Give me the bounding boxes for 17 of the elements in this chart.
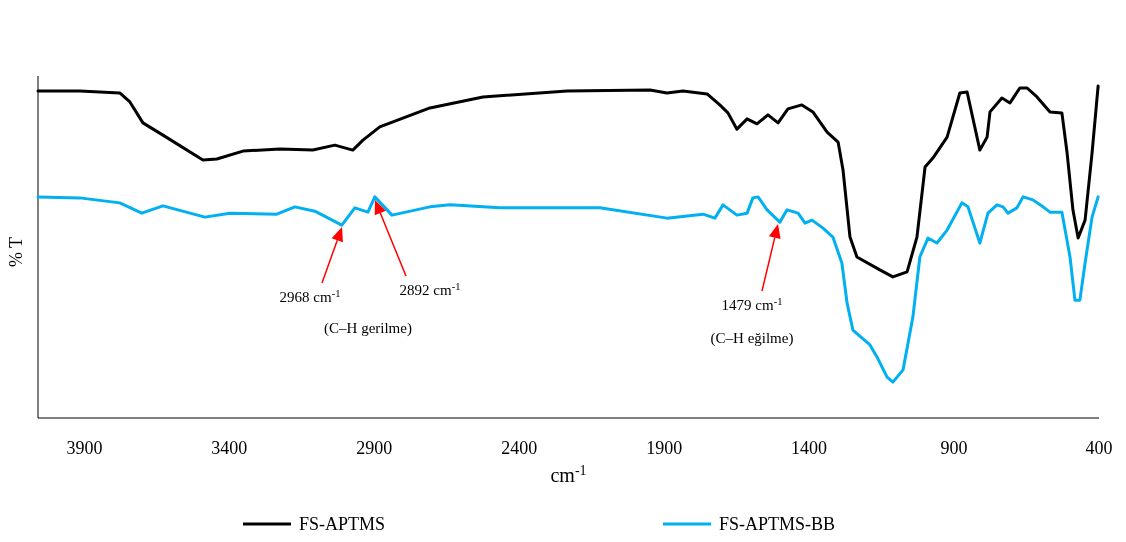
- x-tick-label: 1400: [791, 438, 828, 458]
- legend-label: FS-APTMS-BB: [719, 514, 836, 534]
- x-axis-title: cm$^{-1}$: [550, 462, 587, 486]
- annotation: 2968 cm$^{-1}$: [279, 287, 341, 305]
- legend-label: FS-APTMS: [299, 514, 386, 534]
- annotation: (C–H eğilme): [710, 330, 794, 347]
- x-tick-label: 3400: [211, 438, 248, 458]
- annotation: (C–H gerilme): [324, 320, 412, 337]
- x-tick-label: 400: [1085, 438, 1113, 458]
- annotation: 2892 cm$^{-1}$: [399, 280, 461, 298]
- annotation: 1479 cm$^{-1}$: [721, 295, 783, 313]
- x-tick-label: 2400: [501, 438, 538, 458]
- y-axis-title: % T: [6, 236, 26, 268]
- x-tick-label: 900: [940, 438, 968, 458]
- x-tick-label: 3900: [66, 438, 103, 458]
- x-tick-label: 1900: [646, 438, 683, 458]
- x-tick-label: 2900: [356, 438, 393, 458]
